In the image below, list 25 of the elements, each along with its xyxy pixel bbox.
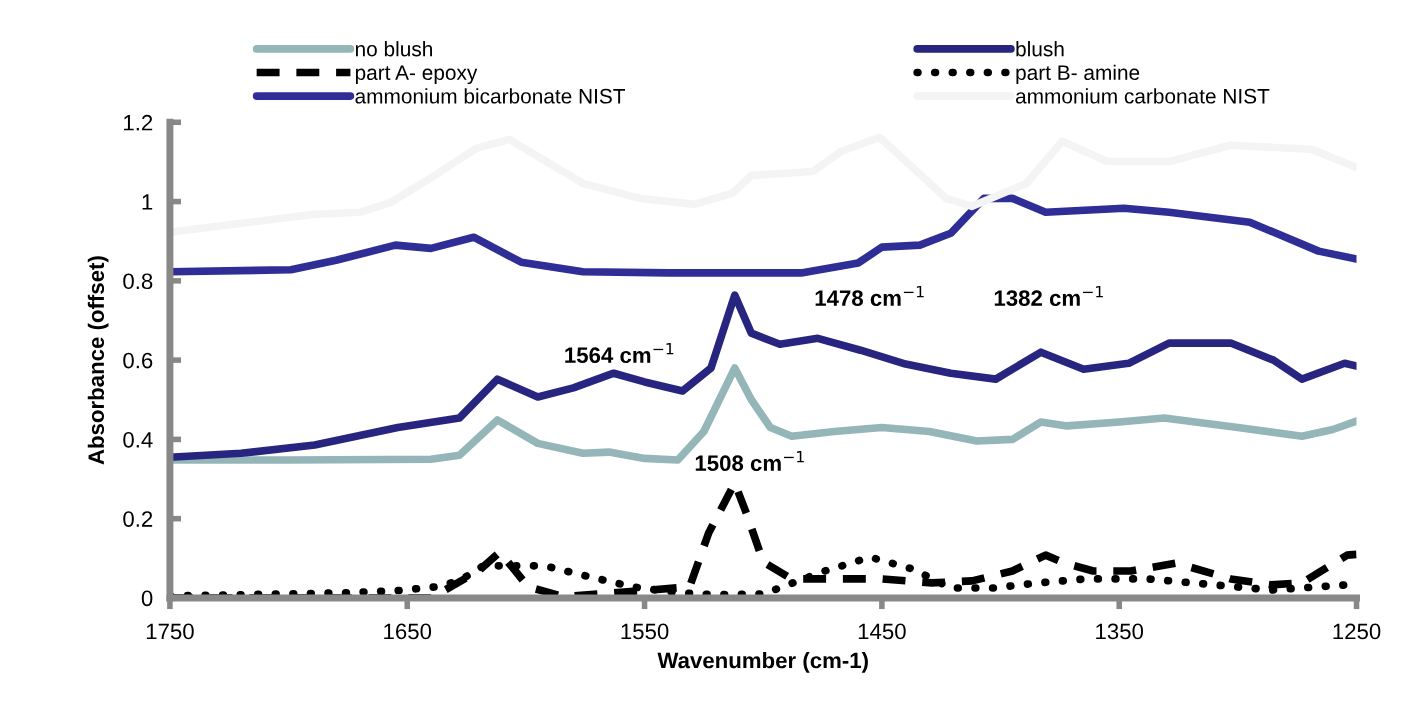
x-tick-label: 1450: [858, 623, 906, 640]
legend-label: ammonium carbonate NIST: [1015, 88, 1270, 104]
y-tick-label: 0.2: [123, 511, 153, 527]
y-tick-label: 0.4: [123, 431, 153, 448]
legend-label: part B- amine: [1016, 64, 1140, 85]
legend-label: ammonium bicarbonate NIST: [355, 88, 626, 104]
x-tick-label: 1750: [146, 623, 194, 640]
y-tick-label: 0.8: [123, 273, 153, 290]
y-tick-label: 1: [142, 194, 153, 210]
y-tick-label: 1.2: [124, 114, 153, 131]
annotation: 1564 cm$^{−1}$: [565, 343, 674, 364]
legend-label: no blush: [355, 41, 432, 57]
x-axis-title: Wavenumber (cm-1): [657, 652, 868, 673]
legend-label: part A- epoxy: [355, 65, 478, 85]
x-tick-label: 1650: [384, 623, 432, 640]
y-tick-label: 0.6: [123, 352, 153, 369]
x-tick-label: 1250: [1333, 623, 1381, 640]
x-tick-label: 1350: [1096, 623, 1144, 640]
y-axis-title: Absorbance (offset): [87, 256, 109, 465]
x-tick-label: 1550: [621, 623, 669, 640]
annotation: 1382 cm$^{−1}$: [994, 285, 1103, 307]
y-tick-label: 0: [141, 590, 153, 607]
legend-label: blush: [1016, 41, 1064, 57]
annotation: 1508 cm$^{−1}$: [695, 450, 804, 472]
annotation: 1478 cm$^{−1}$: [815, 285, 924, 306]
